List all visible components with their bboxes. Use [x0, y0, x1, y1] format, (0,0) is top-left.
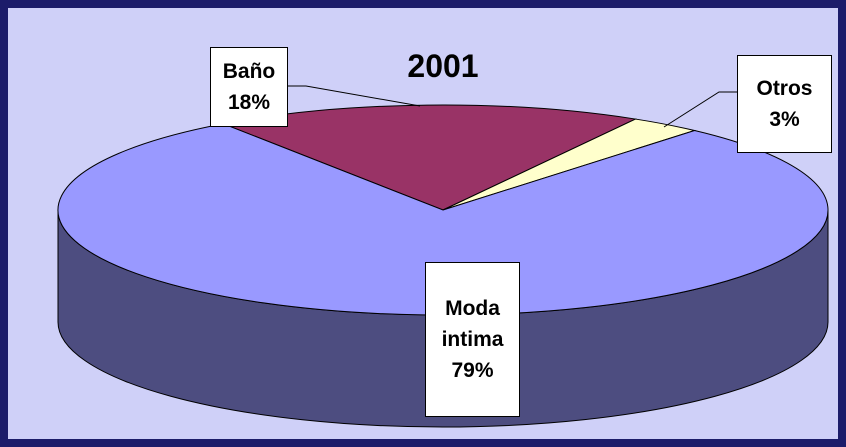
- pie-slice: [57, 123, 829, 316]
- label-category: Baño: [222, 60, 276, 83]
- leader-line: [288, 85, 421, 107]
- data-label: Otros 3%: [737, 55, 832, 153]
- data-label: Moda intima 79%: [425, 262, 520, 417]
- label-category: Moda intima: [441, 297, 504, 351]
- label-value: 3%: [769, 108, 800, 131]
- label-value: 18%: [227, 91, 271, 114]
- chart-title: 2001: [407, 48, 479, 84]
- leader-line: [663, 91, 737, 128]
- label-category: Otros: [756, 77, 813, 100]
- label-value: 79%: [451, 359, 494, 382]
- data-label: Baño 18%: [210, 47, 288, 127]
